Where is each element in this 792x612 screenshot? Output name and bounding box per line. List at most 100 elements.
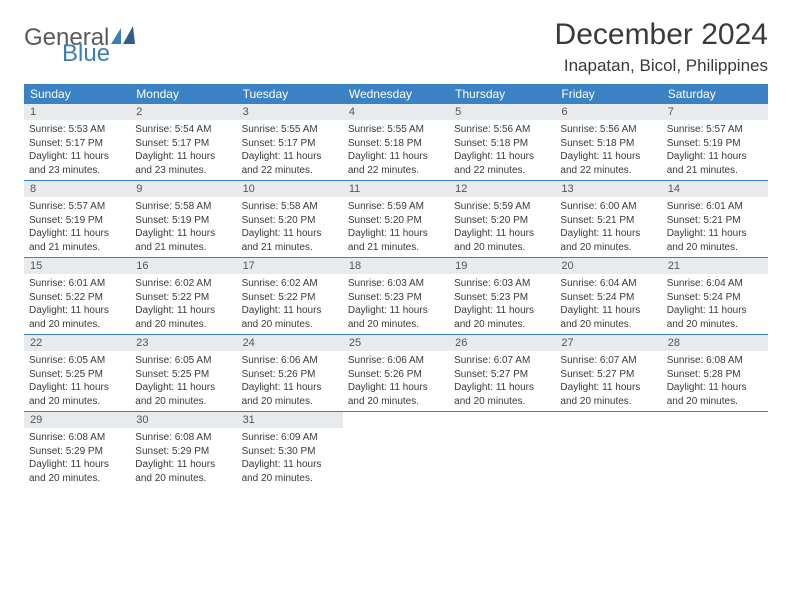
logo-word-blue: Blue (62, 42, 137, 66)
daylight-text: Daylight: 11 hours and 20 minutes. (135, 381, 231, 408)
day-body: Sunrise: 6:03 AMSunset: 5:23 PMDaylight:… (343, 274, 449, 334)
day-number: 11 (343, 181, 449, 197)
day-number: 13 (555, 181, 661, 197)
week-row: 8Sunrise: 5:57 AMSunset: 5:19 PMDaylight… (24, 181, 768, 258)
sunset-text: Sunset: 5:26 PM (348, 368, 444, 382)
empty-cell (662, 412, 768, 488)
day-number: 10 (237, 181, 343, 197)
sunrise-text: Sunrise: 6:08 AM (135, 431, 231, 445)
daylight-text: Daylight: 11 hours and 20 minutes. (667, 381, 763, 408)
day-cell: 27Sunrise: 6:07 AMSunset: 5:27 PMDayligh… (555, 335, 661, 411)
sunrise-text: Sunrise: 6:07 AM (454, 354, 550, 368)
day-number: 25 (343, 335, 449, 351)
day-body: Sunrise: 6:02 AMSunset: 5:22 PMDaylight:… (130, 274, 236, 334)
day-cell: 5Sunrise: 5:56 AMSunset: 5:18 PMDaylight… (449, 104, 555, 180)
day-cell: 3Sunrise: 5:55 AMSunset: 5:17 PMDaylight… (237, 104, 343, 180)
daylight-text: Daylight: 11 hours and 21 minutes. (348, 227, 444, 254)
sunset-text: Sunset: 5:18 PM (454, 137, 550, 151)
daylight-text: Daylight: 11 hours and 20 minutes. (29, 304, 125, 331)
sunrise-text: Sunrise: 5:58 AM (242, 200, 338, 214)
sunrise-text: Sunrise: 6:01 AM (29, 277, 125, 291)
day-body: Sunrise: 5:58 AMSunset: 5:20 PMDaylight:… (237, 197, 343, 257)
day-cell: 30Sunrise: 6:08 AMSunset: 5:29 PMDayligh… (130, 412, 236, 488)
daylight-text: Daylight: 11 hours and 21 minutes. (667, 150, 763, 177)
day-cell: 14Sunrise: 6:01 AMSunset: 5:21 PMDayligh… (662, 181, 768, 257)
day-number: 12 (449, 181, 555, 197)
week-row: 1Sunrise: 5:53 AMSunset: 5:17 PMDaylight… (24, 104, 768, 181)
day-body: Sunrise: 6:05 AMSunset: 5:25 PMDaylight:… (24, 351, 130, 411)
sunrise-text: Sunrise: 6:09 AM (242, 431, 338, 445)
day-cell: 2Sunrise: 5:54 AMSunset: 5:17 PMDaylight… (130, 104, 236, 180)
sunset-text: Sunset: 5:21 PM (560, 214, 656, 228)
sunrise-text: Sunrise: 5:57 AM (29, 200, 125, 214)
daylight-text: Daylight: 11 hours and 20 minutes. (135, 304, 231, 331)
week-row: 15Sunrise: 6:01 AMSunset: 5:22 PMDayligh… (24, 258, 768, 335)
sunset-text: Sunset: 5:29 PM (29, 445, 125, 459)
sunset-text: Sunset: 5:29 PM (135, 445, 231, 459)
sunset-text: Sunset: 5:20 PM (348, 214, 444, 228)
day-number: 23 (130, 335, 236, 351)
day-body: Sunrise: 6:08 AMSunset: 5:29 PMDaylight:… (130, 428, 236, 488)
day-number: 21 (662, 258, 768, 274)
day-body: Sunrise: 5:57 AMSunset: 5:19 PMDaylight:… (662, 120, 768, 180)
day-cell: 6Sunrise: 5:56 AMSunset: 5:18 PMDaylight… (555, 104, 661, 180)
day-number: 5 (449, 104, 555, 120)
day-body: Sunrise: 6:07 AMSunset: 5:27 PMDaylight:… (555, 351, 661, 411)
daylight-text: Daylight: 11 hours and 20 minutes. (242, 381, 338, 408)
day-cell: 12Sunrise: 5:59 AMSunset: 5:20 PMDayligh… (449, 181, 555, 257)
daylight-text: Daylight: 11 hours and 22 minutes. (348, 150, 444, 177)
day-number: 27 (555, 335, 661, 351)
sunset-text: Sunset: 5:19 PM (667, 137, 763, 151)
day-number: 14 (662, 181, 768, 197)
sunset-text: Sunset: 5:27 PM (560, 368, 656, 382)
day-body: Sunrise: 5:58 AMSunset: 5:19 PMDaylight:… (130, 197, 236, 257)
daylight-text: Daylight: 11 hours and 22 minutes. (242, 150, 338, 177)
day-number: 24 (237, 335, 343, 351)
daylight-text: Daylight: 11 hours and 20 minutes. (242, 458, 338, 485)
day-cell: 16Sunrise: 6:02 AMSunset: 5:22 PMDayligh… (130, 258, 236, 334)
weekday-header: Sunday (24, 84, 130, 104)
weekday-header-row: Sunday Monday Tuesday Wednesday Thursday… (24, 84, 768, 104)
sunrise-text: Sunrise: 5:58 AM (135, 200, 231, 214)
day-number: 6 (555, 104, 661, 120)
day-cell: 9Sunrise: 5:58 AMSunset: 5:19 PMDaylight… (130, 181, 236, 257)
day-cell: 18Sunrise: 6:03 AMSunset: 5:23 PMDayligh… (343, 258, 449, 334)
sunrise-text: Sunrise: 6:06 AM (242, 354, 338, 368)
sunrise-text: Sunrise: 6:02 AM (242, 277, 338, 291)
weekday-header: Friday (555, 84, 661, 104)
daylight-text: Daylight: 11 hours and 20 minutes. (454, 381, 550, 408)
daylight-text: Daylight: 11 hours and 20 minutes. (560, 381, 656, 408)
day-number: 1 (24, 104, 130, 120)
day-cell: 25Sunrise: 6:06 AMSunset: 5:26 PMDayligh… (343, 335, 449, 411)
sunrise-text: Sunrise: 6:00 AM (560, 200, 656, 214)
sunrise-text: Sunrise: 6:07 AM (560, 354, 656, 368)
day-number: 18 (343, 258, 449, 274)
day-cell: 26Sunrise: 6:07 AMSunset: 5:27 PMDayligh… (449, 335, 555, 411)
day-cell: 24Sunrise: 6:06 AMSunset: 5:26 PMDayligh… (237, 335, 343, 411)
daylight-text: Daylight: 11 hours and 21 minutes. (135, 227, 231, 254)
sunset-text: Sunset: 5:17 PM (242, 137, 338, 151)
sunset-text: Sunset: 5:25 PM (29, 368, 125, 382)
calendar: Sunday Monday Tuesday Wednesday Thursday… (24, 84, 768, 488)
week-row: 29Sunrise: 6:08 AMSunset: 5:29 PMDayligh… (24, 412, 768, 488)
daylight-text: Daylight: 11 hours and 21 minutes. (29, 227, 125, 254)
day-body: Sunrise: 6:08 AMSunset: 5:29 PMDaylight:… (24, 428, 130, 488)
day-number: 3 (237, 104, 343, 120)
sunset-text: Sunset: 5:22 PM (29, 291, 125, 305)
sunset-text: Sunset: 5:18 PM (560, 137, 656, 151)
sunset-text: Sunset: 5:19 PM (135, 214, 231, 228)
sunrise-text: Sunrise: 5:55 AM (242, 123, 338, 137)
daylight-text: Daylight: 11 hours and 21 minutes. (242, 227, 338, 254)
sunset-text: Sunset: 5:17 PM (135, 137, 231, 151)
day-body: Sunrise: 5:55 AMSunset: 5:17 PMDaylight:… (237, 120, 343, 180)
weekday-header: Monday (130, 84, 236, 104)
empty-cell (555, 412, 661, 488)
day-number: 7 (662, 104, 768, 120)
sunset-text: Sunset: 5:18 PM (348, 137, 444, 151)
month-title: December 2024 (555, 18, 768, 52)
day-number: 9 (130, 181, 236, 197)
week-row: 22Sunrise: 6:05 AMSunset: 5:25 PMDayligh… (24, 335, 768, 412)
daylight-text: Daylight: 11 hours and 20 minutes. (454, 227, 550, 254)
day-body: Sunrise: 6:07 AMSunset: 5:27 PMDaylight:… (449, 351, 555, 411)
sunset-text: Sunset: 5:28 PM (667, 368, 763, 382)
